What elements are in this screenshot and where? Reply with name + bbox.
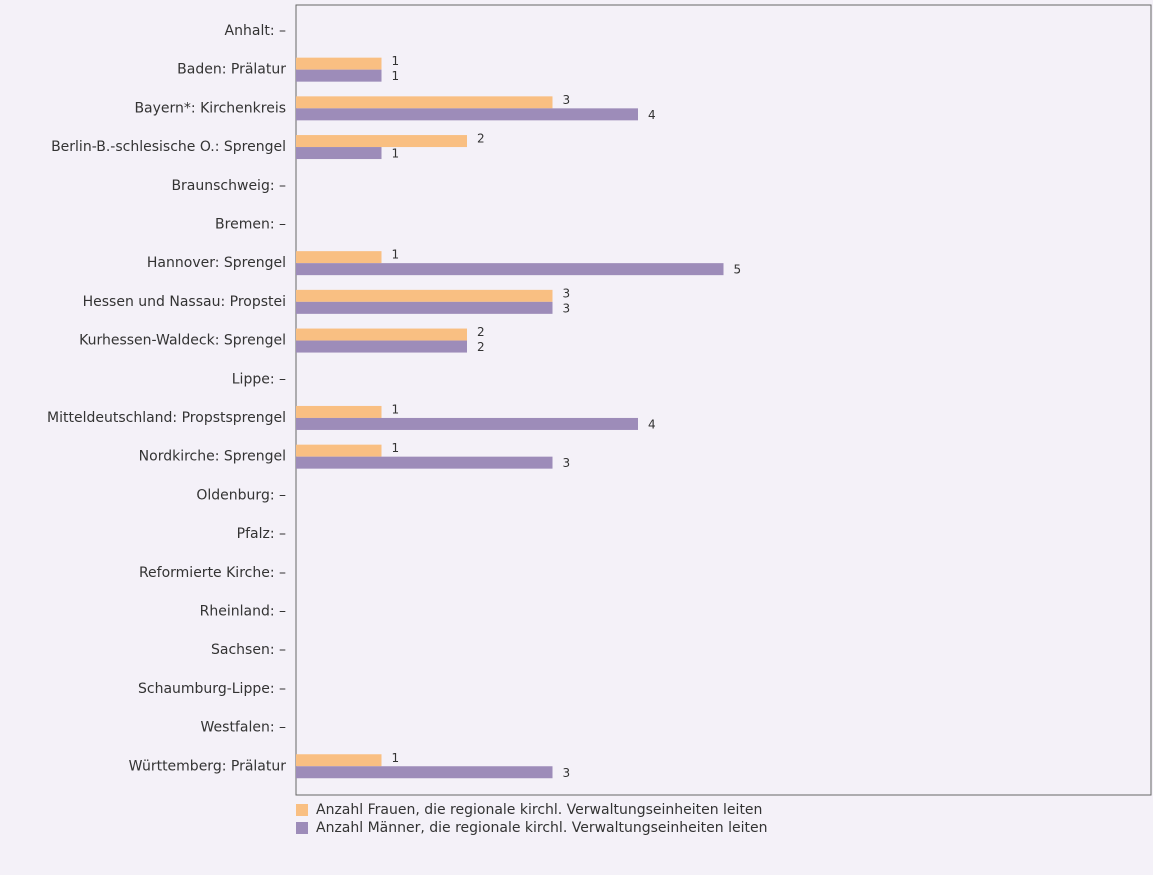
value-label: 1 [392, 402, 400, 416]
value-label: 2 [477, 325, 485, 339]
value-label: 5 [734, 263, 742, 277]
value-label: 1 [392, 441, 400, 455]
bar [296, 405, 382, 418]
value-label: 3 [563, 301, 571, 315]
value-label: 1 [392, 54, 400, 68]
category-label: Sachsen: – [211, 642, 286, 658]
legend-swatch [296, 822, 308, 834]
bar [296, 135, 467, 148]
value-label: 4 [648, 417, 656, 431]
value-label: 1 [392, 248, 400, 262]
category-label: Pfalz: – [237, 526, 286, 542]
category-label: Württemberg: Prälatur [129, 758, 287, 774]
bar [296, 444, 382, 457]
value-label: 2 [477, 340, 485, 354]
value-label: 3 [563, 93, 571, 107]
category-label: Reformierte Kirche: – [139, 565, 286, 581]
category-label: Bremen: – [215, 216, 286, 232]
category-label: Westfalen: – [201, 720, 286, 736]
value-label: 1 [392, 751, 400, 765]
bar [296, 340, 467, 353]
bar [296, 328, 467, 341]
category-label: Bayern*: Kirchenkreis [134, 100, 286, 116]
category-label: Kurhessen-Waldeck: Sprengel [79, 333, 286, 349]
category-label: Rheinland: – [200, 603, 286, 619]
category-label: Braunschweig: – [171, 178, 286, 194]
bar [296, 263, 724, 276]
bar [296, 456, 553, 469]
category-label: Mitteldeutschland: Propstsprengel [47, 410, 286, 426]
value-label: 3 [563, 456, 571, 470]
legend-label: Anzahl Männer, die regionale kirchl. Ver… [316, 820, 767, 836]
category-label: Lippe: – [232, 371, 286, 387]
category-label: Oldenburg: – [196, 487, 286, 503]
category-label: Hannover: Sprengel [147, 255, 286, 271]
value-label: 3 [563, 766, 571, 780]
bar [296, 251, 382, 264]
value-label: 1 [392, 147, 400, 161]
category-label: Schaumburg-Lippe: – [138, 681, 286, 697]
bar [296, 69, 382, 82]
category-label: Berlin-B.-schlesische O.: Sprengel [51, 139, 286, 155]
plot-frame [295, 4, 1152, 796]
bar [296, 108, 638, 121]
value-label: 4 [648, 108, 656, 122]
category-label: Anhalt: – [225, 23, 286, 39]
bar [296, 289, 553, 302]
bar [296, 754, 382, 767]
bar [296, 147, 382, 160]
value-label: 2 [477, 132, 485, 146]
bar [296, 96, 553, 109]
legend-swatch [296, 804, 308, 816]
value-label: 3 [563, 286, 571, 300]
category-label: Hessen und Nassau: Propstei [83, 294, 286, 310]
bar [296, 766, 553, 779]
bar [296, 301, 553, 314]
category-label: Baden: Prälatur [177, 62, 286, 78]
legend-label: Anzahl Frauen, die regionale kirchl. Ver… [316, 802, 762, 818]
category-label: Nordkirche: Sprengel [139, 449, 286, 465]
bar [296, 417, 638, 430]
bar [296, 57, 382, 70]
value-label: 1 [392, 69, 400, 83]
